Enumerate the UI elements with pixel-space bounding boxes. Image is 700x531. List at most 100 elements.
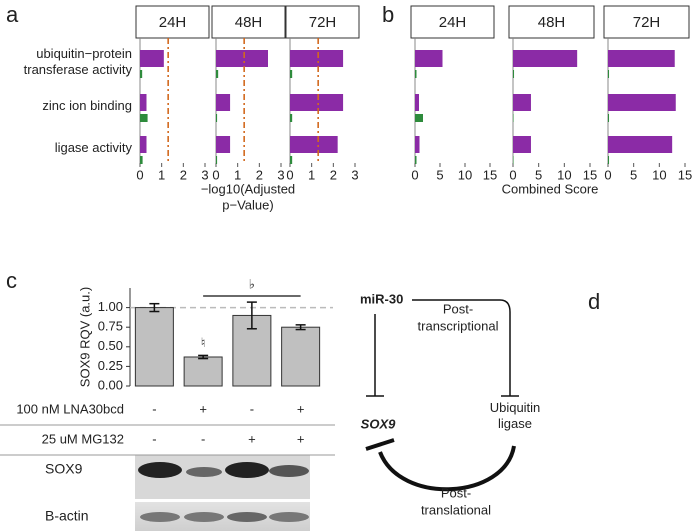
- condition-value: +: [297, 431, 305, 446]
- bar: [415, 156, 417, 164]
- bar: [608, 50, 675, 67]
- x-tick-label: 0: [509, 167, 516, 182]
- x-tick-label: 0: [411, 167, 418, 182]
- y-tick-label: 0.75: [98, 319, 123, 334]
- diagram-edges: [365, 299, 519, 492]
- blot-band: [186, 467, 222, 477]
- bar: [513, 94, 531, 111]
- facet-header: [603, 5, 690, 39]
- blot-band: [227, 512, 267, 522]
- blot-label: SOX9: [45, 461, 83, 477]
- edge-label: Post-: [443, 301, 473, 316]
- panel-letter: b: [382, 2, 394, 27]
- x-tick-label: 2: [330, 167, 337, 182]
- x-tick-label: 10: [652, 167, 666, 182]
- condition-value: -: [152, 431, 156, 446]
- bar: [140, 50, 164, 67]
- bar: [134, 307, 174, 387]
- bar: [513, 70, 515, 78]
- category-label: zinc ion binding: [42, 98, 132, 113]
- x-tick-label: 3: [201, 167, 208, 182]
- bar: [140, 70, 143, 78]
- category-label: ligase activity: [54, 140, 132, 155]
- x-tick-label: 1: [234, 167, 241, 182]
- condition-value: +: [297, 401, 305, 416]
- node-label: Ubiquitin ligase: [489, 400, 541, 431]
- y-tick-label: 0.50: [98, 338, 123, 353]
- bar: [415, 114, 423, 122]
- blot-label: B-actin: [45, 508, 89, 524]
- edge-label: Post-: [441, 485, 471, 500]
- x-tick-label: 3: [351, 167, 358, 182]
- bar: [608, 156, 610, 164]
- facet-title: 48H: [235, 14, 263, 31]
- condition-value: -: [152, 401, 156, 416]
- x-tick-label: 5: [630, 167, 637, 182]
- facet-title: 24H: [439, 14, 467, 31]
- bar: [415, 94, 419, 111]
- condition-value: +: [199, 401, 207, 416]
- x-tick-label: 15: [678, 167, 692, 182]
- bar: [608, 70, 610, 78]
- x-tick-label: 10: [557, 167, 571, 182]
- facet-header: [211, 5, 286, 39]
- annotation: ♭: [249, 276, 255, 291]
- y-tick-label: 0.00: [98, 377, 123, 392]
- y-tick-label: 0.25: [98, 358, 123, 373]
- x-tick-label: 0: [286, 167, 293, 182]
- bar: [415, 136, 420, 153]
- x-axis-label: Combined Score: [502, 181, 599, 196]
- x-tick-label: 3: [277, 167, 284, 182]
- condition-label: 25 uM MG132: [42, 431, 124, 446]
- blot-band: [225, 462, 269, 478]
- condition-label: 100 nM LNA30bcd: [16, 401, 124, 416]
- x-tick-label: 0: [136, 167, 143, 182]
- facet-title: 72H: [633, 14, 661, 31]
- bar: [281, 326, 321, 387]
- bar: [216, 156, 218, 164]
- bar: [415, 70, 417, 78]
- x-tick-label: 0: [604, 167, 611, 182]
- bar: [415, 50, 443, 67]
- x-axis-label: −log10(Adjusted: [201, 181, 295, 196]
- bar: [513, 50, 578, 67]
- edge-label: translational: [421, 502, 491, 517]
- blot-band: [269, 512, 309, 522]
- bar: [513, 136, 531, 153]
- x-tick-label: 10: [458, 167, 472, 182]
- panel-letter: c: [6, 268, 17, 293]
- bar: [216, 50, 268, 67]
- bar: [608, 136, 673, 153]
- x-tick-label: 0: [212, 167, 219, 182]
- bar: [216, 70, 219, 78]
- bar: [290, 94, 344, 111]
- x-tick-label: 5: [535, 167, 542, 182]
- bar: [140, 136, 147, 153]
- bar: [513, 156, 514, 164]
- bar: [140, 156, 143, 164]
- bar: [290, 114, 293, 122]
- bar: [183, 356, 223, 387]
- bar: [290, 136, 338, 153]
- y-tick-label: 1.00: [98, 299, 123, 314]
- edge-label: transcriptional: [418, 318, 499, 333]
- x-tick-label: 2: [180, 167, 187, 182]
- bar: [290, 156, 293, 164]
- x-tick-label: 2: [256, 167, 263, 182]
- y-axis-label: SOX9 RQV (a.u.): [77, 287, 92, 387]
- bar: [608, 94, 676, 111]
- annotation: ♮: [201, 335, 206, 350]
- bar: [140, 114, 148, 122]
- facet-header: [410, 5, 495, 39]
- condition-value: +: [248, 431, 256, 446]
- x-tick-label: 15: [483, 167, 497, 182]
- facet-header: [285, 5, 360, 39]
- x-tick-label: 15: [583, 167, 597, 182]
- bar: [290, 50, 344, 67]
- bar: [216, 114, 218, 122]
- blot-band: [140, 512, 180, 522]
- bar: [513, 114, 514, 122]
- bar: [140, 94, 147, 111]
- node-label: SOX9: [361, 416, 396, 431]
